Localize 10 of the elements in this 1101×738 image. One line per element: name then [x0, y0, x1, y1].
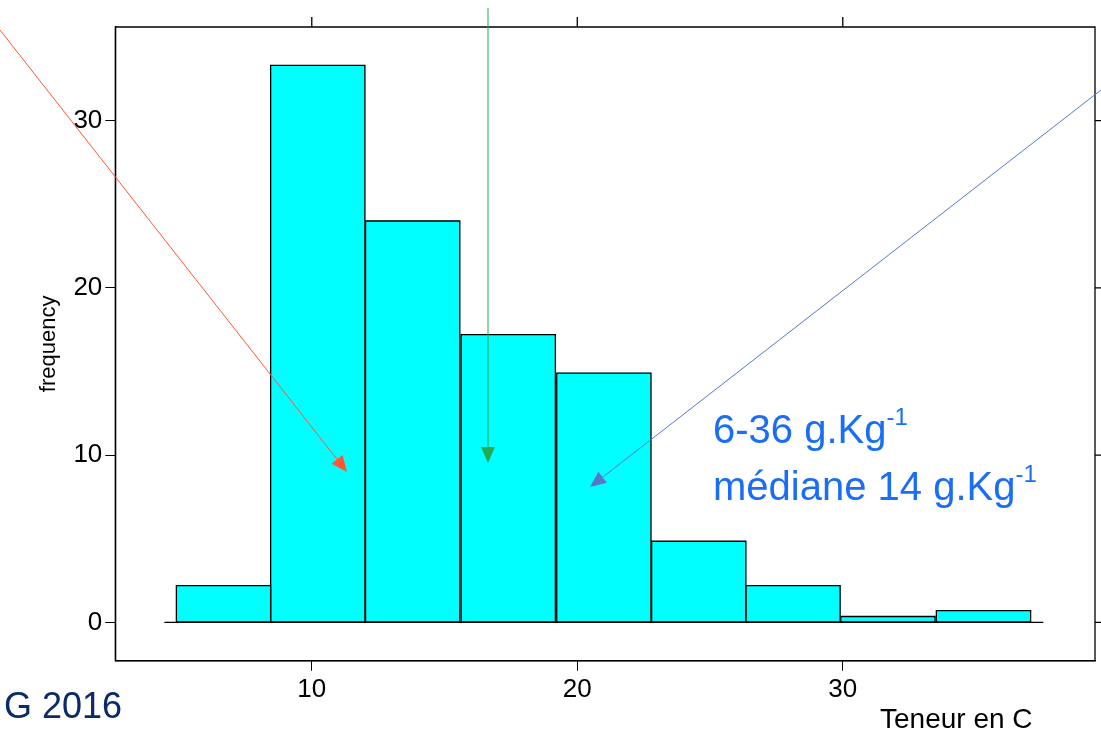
x-tick-label: 30: [828, 672, 858, 703]
y-tick-label: 30: [73, 103, 103, 134]
y-tick-label: 20: [73, 271, 103, 302]
x-axis-title: Teneur en C: [880, 703, 1033, 734]
x-tick-label: 10: [297, 672, 327, 703]
text: G 2016: [4, 685, 123, 726]
y-axis-title: frequency: [35, 295, 61, 393]
y-tick-label: 10: [73, 438, 103, 469]
x-tick-label: 20: [562, 672, 592, 703]
y-tick-label: 0: [87, 605, 103, 636]
